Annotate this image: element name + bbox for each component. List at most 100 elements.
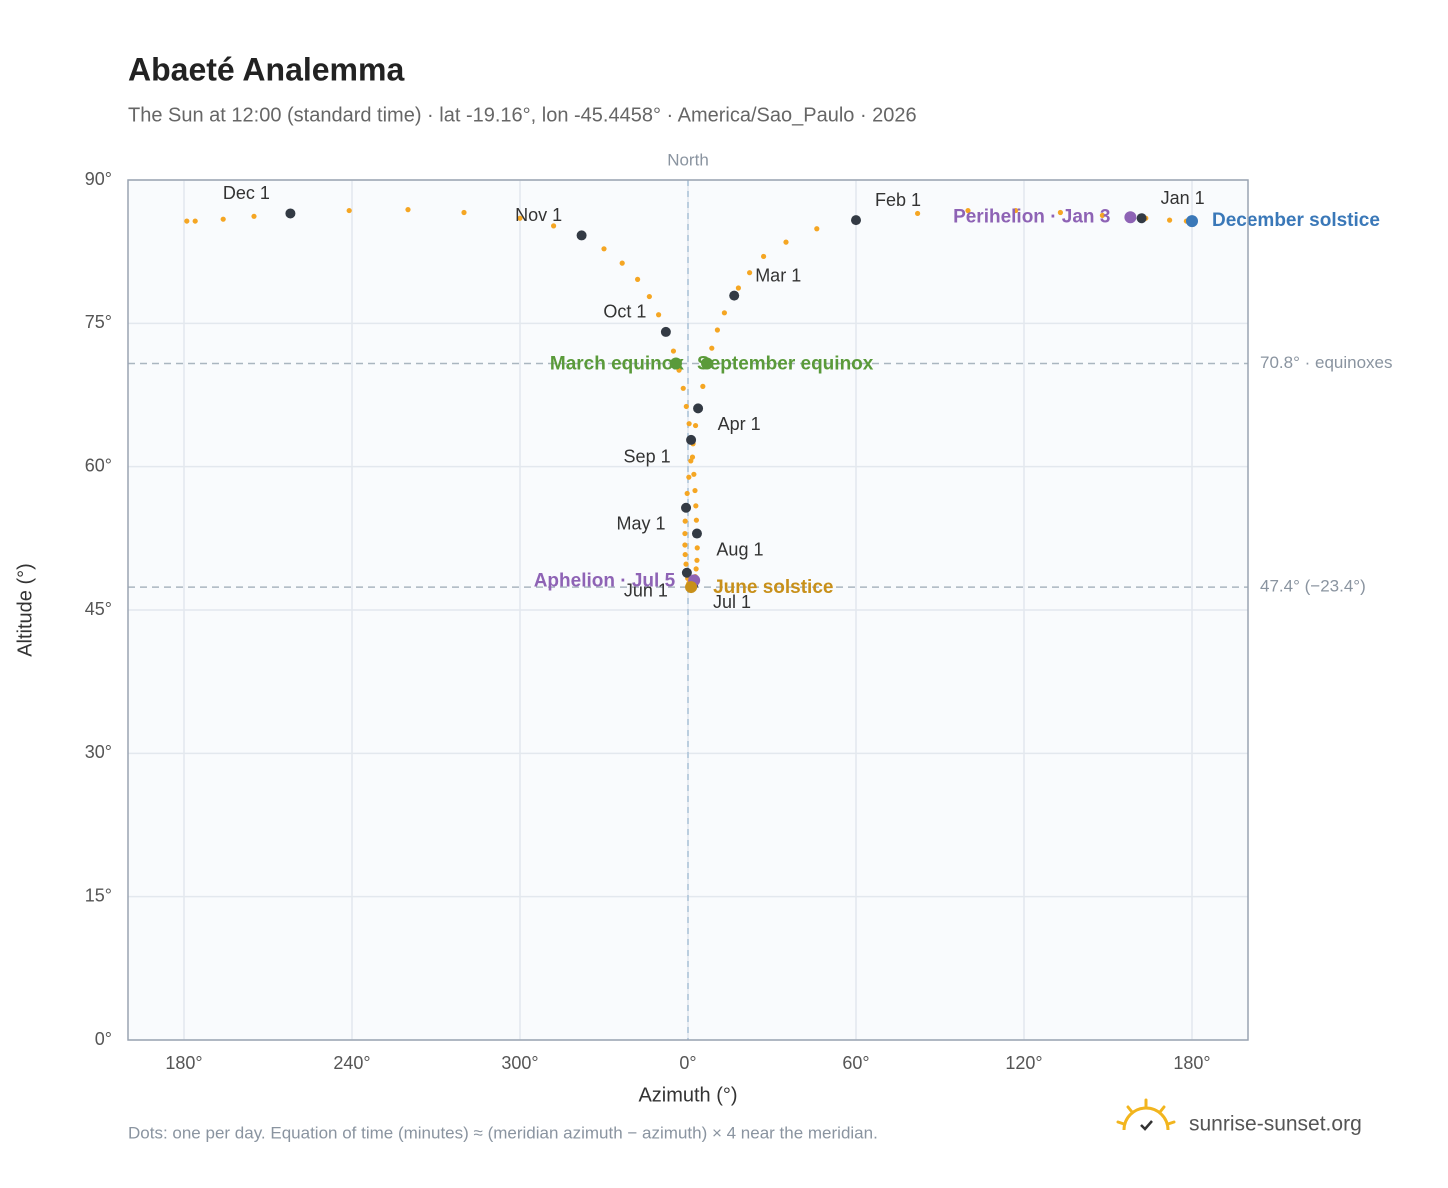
x-axis-title: Azimuth (°) (638, 1084, 737, 1106)
daily-dot (692, 487, 698, 494)
month-label: Sep 1 (624, 447, 671, 467)
daily-dot (714, 327, 721, 333)
month-dot (691, 528, 702, 539)
month-label: Nov 1 (515, 205, 562, 225)
event-label: March equinox (550, 353, 685, 374)
chart-title: Abaeté Analemma (128, 51, 404, 87)
daily-dot (814, 226, 820, 232)
daily-dot (656, 312, 662, 318)
daily-dot (680, 385, 686, 391)
daily-dot (694, 557, 700, 563)
daily-dot (1013, 207, 1019, 214)
event-label: Aphelion · Jul 5 (534, 570, 676, 591)
x-tick-label: 180° (165, 1053, 202, 1073)
daily-dot (689, 454, 696, 460)
daily-dot (691, 471, 697, 477)
daily-dot (601, 246, 607, 252)
daily-dot (683, 561, 689, 567)
daily-dot (693, 503, 699, 509)
daily-dot (682, 518, 688, 524)
daily-dot (405, 207, 411, 213)
daily-dot (619, 260, 625, 266)
reference-label: 70.8° · equinoxes (1260, 353, 1393, 372)
event-dot (1186, 215, 1198, 228)
y-tick-label: 60° (85, 455, 112, 475)
month-label: Dec 1 (223, 183, 270, 203)
daily-dot (1099, 212, 1105, 218)
daily-dot (682, 542, 688, 548)
x-tick-label: 60° (842, 1053, 869, 1073)
daily-dot (747, 270, 753, 276)
daily-dot (915, 210, 921, 217)
event-dot (701, 357, 714, 370)
x-tick-label: 120° (1005, 1053, 1042, 1073)
event-dot (1124, 211, 1137, 224)
month-dot (660, 326, 671, 337)
month-label: Apr 1 (718, 414, 761, 434)
month-dot (576, 230, 587, 241)
month-label: Feb 1 (875, 190, 921, 210)
daily-dot (693, 517, 700, 523)
daily-dot (192, 218, 198, 224)
month-label: Jan 1 (1161, 188, 1205, 208)
y-tick-label: 90° (85, 169, 112, 189)
event-label: June solstice (713, 577, 833, 598)
daily-dot (251, 213, 257, 219)
month-label: May 1 (617, 514, 666, 534)
footnote: Dots: one per day. Equation of time (min… (128, 1123, 878, 1142)
event-dot (669, 357, 682, 370)
reference-label: 47.4° (−23.4°) (1260, 577, 1366, 596)
event-dot (685, 581, 698, 594)
daily-dot (346, 207, 352, 214)
x-tick-label: 300° (501, 1053, 538, 1073)
y-tick-label: 45° (85, 599, 112, 619)
month-label: Aug 1 (716, 539, 763, 559)
y-tick-label: 75° (85, 312, 112, 332)
daily-dot (646, 293, 652, 300)
month-dot (681, 502, 692, 513)
daily-dot (965, 207, 971, 214)
month-dot (1136, 213, 1147, 224)
daily-dot (220, 216, 226, 222)
month-label: Jun 1 (624, 580, 668, 600)
x-tick-label: 0° (679, 1053, 696, 1073)
month-dot (851, 215, 861, 226)
month-dot (686, 434, 697, 445)
north-label: North (667, 150, 709, 169)
daily-dot (670, 348, 677, 354)
daily-dot (551, 223, 557, 229)
daily-dot (709, 345, 715, 351)
daily-dot (686, 421, 692, 427)
daily-dot (682, 551, 688, 558)
daily-dot (1167, 217, 1173, 223)
daily-dot (683, 403, 689, 410)
daily-dot (635, 276, 641, 282)
y-tick-label: 30° (85, 742, 112, 762)
chart-subtitle: The Sun at 12:00 (standard time) · lat -… (128, 104, 917, 126)
x-tick-label: 240° (333, 1053, 370, 1073)
month-dot (693, 403, 704, 414)
x-tick-label: 180° (1173, 1053, 1210, 1073)
daily-dot (682, 530, 688, 537)
month-label: Jul 1 (713, 592, 751, 612)
month-dot (681, 567, 692, 578)
event-label: Perihelion · Jan 3 (953, 206, 1110, 227)
month-label: Oct 1 (603, 302, 646, 322)
daily-dot (700, 383, 706, 389)
brand-logo (1116, 1098, 1176, 1131)
daily-dot (692, 422, 699, 429)
y-tick-label: 0° (95, 1029, 112, 1049)
daily-dot (721, 310, 728, 316)
daily-dot (461, 209, 467, 216)
daily-dot (1057, 209, 1063, 216)
daily-dot (517, 215, 523, 221)
event-label: September equinox (697, 353, 874, 374)
month-dot (285, 208, 296, 219)
month-label: Mar 1 (755, 265, 801, 285)
y-axis-title: Altitude (°) (14, 563, 36, 657)
daily-dot (693, 566, 699, 572)
daily-dot (686, 474, 692, 480)
month-dot (729, 290, 740, 301)
event-label: December solstice (1212, 210, 1380, 231)
